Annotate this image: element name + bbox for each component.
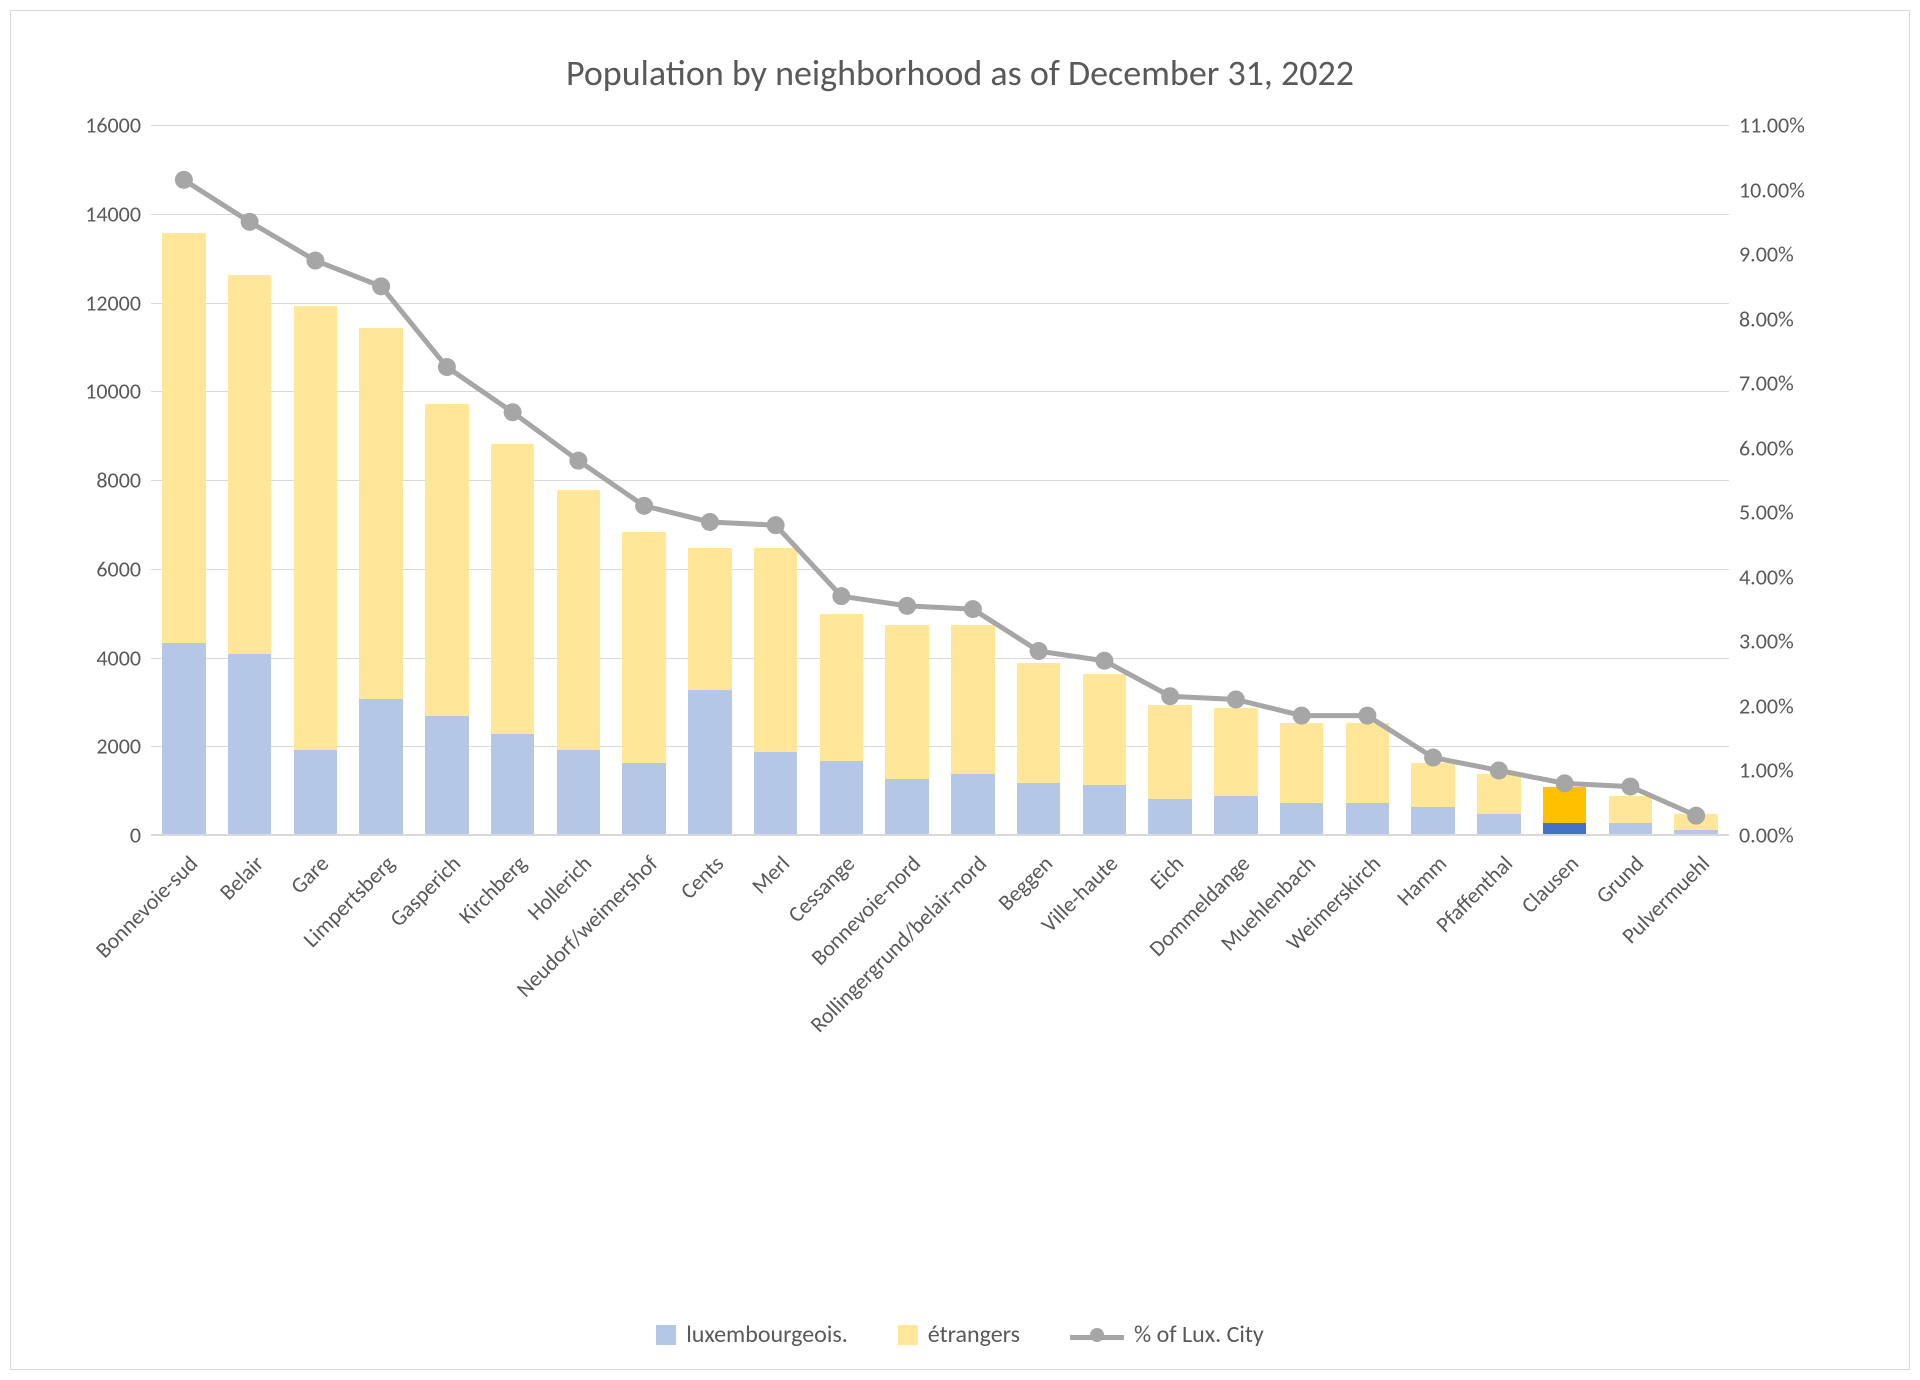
- y-right-tick-label: 4.00%: [1739, 563, 1889, 590]
- y-right-tick-label: 2.00%: [1739, 692, 1889, 719]
- x-tick-label: Grund: [1591, 850, 1650, 909]
- legend-item-etrangers: étrangers: [898, 1320, 1020, 1349]
- y-left-tick-label: 14000: [31, 200, 141, 227]
- y-right-tick-label: 8.00%: [1739, 305, 1889, 332]
- x-tick-label: Bonnevoie-sud: [90, 850, 203, 963]
- x-tick-label: Merl: [746, 850, 795, 899]
- y-left-tick-label: 6000: [31, 555, 141, 582]
- legend-label: étrangers: [928, 1320, 1020, 1349]
- y-right-tick-label: 7.00%: [1739, 370, 1889, 397]
- x-tick-label: Cents: [675, 850, 729, 904]
- y-left-tick-label: 4000: [31, 644, 141, 671]
- x-tick-label: Belair: [213, 850, 268, 905]
- legend-swatch-icon: [898, 1325, 918, 1345]
- plot-wrap: 0200040006000800010000120001400016000 0.…: [31, 125, 1889, 1145]
- y-right-tick-label: 0.00%: [1739, 822, 1889, 849]
- line-series-svg: [151, 125, 1729, 835]
- y-right-tick-label: 11.00%: [1739, 112, 1889, 139]
- x-tick-label: Hamm: [1391, 850, 1452, 911]
- legend-item-pct: % of Lux. City: [1070, 1320, 1264, 1349]
- y-left-tick-label: 2000: [31, 733, 141, 760]
- y-left-tick-label: 10000: [31, 378, 141, 405]
- y-left-tick-label: 16000: [31, 112, 141, 139]
- plot-area: [151, 125, 1729, 835]
- legend-label: % of Lux. City: [1134, 1320, 1264, 1349]
- y-right-tick-label: 9.00%: [1739, 241, 1889, 268]
- x-axis-labels: Bonnevoie-sudBelairGareLimpertsbergGaspe…: [151, 845, 1729, 1145]
- legend: luxembourgeois. étrangers % of Lux. City: [11, 1320, 1909, 1349]
- y-right-tick-label: 3.00%: [1739, 628, 1889, 655]
- legend-item-luxembourgeois: luxembourgeois.: [656, 1320, 848, 1349]
- y-right-tick-label: 10.00%: [1739, 176, 1889, 203]
- chart-title: Population by neighborhood as of Decembe…: [31, 51, 1889, 95]
- x-tick-label: Gare: [285, 850, 334, 899]
- legend-label: luxembourgeois.: [686, 1320, 848, 1349]
- legend-line-icon: [1070, 1327, 1124, 1343]
- chart-container: Population by neighborhood as of Decembe…: [10, 10, 1910, 1370]
- x-tick-label: Eich: [1144, 850, 1189, 895]
- y-left-tick-label: 0: [31, 822, 141, 849]
- y-left-tick-label: 8000: [31, 467, 141, 494]
- y-right-tick-label: 6.00%: [1739, 434, 1889, 461]
- legend-swatch-icon: [656, 1325, 676, 1345]
- y-right-tick-label: 5.00%: [1739, 499, 1889, 526]
- y-right-tick-label: 1.00%: [1739, 757, 1889, 784]
- y-left-tick-label: 12000: [31, 289, 141, 316]
